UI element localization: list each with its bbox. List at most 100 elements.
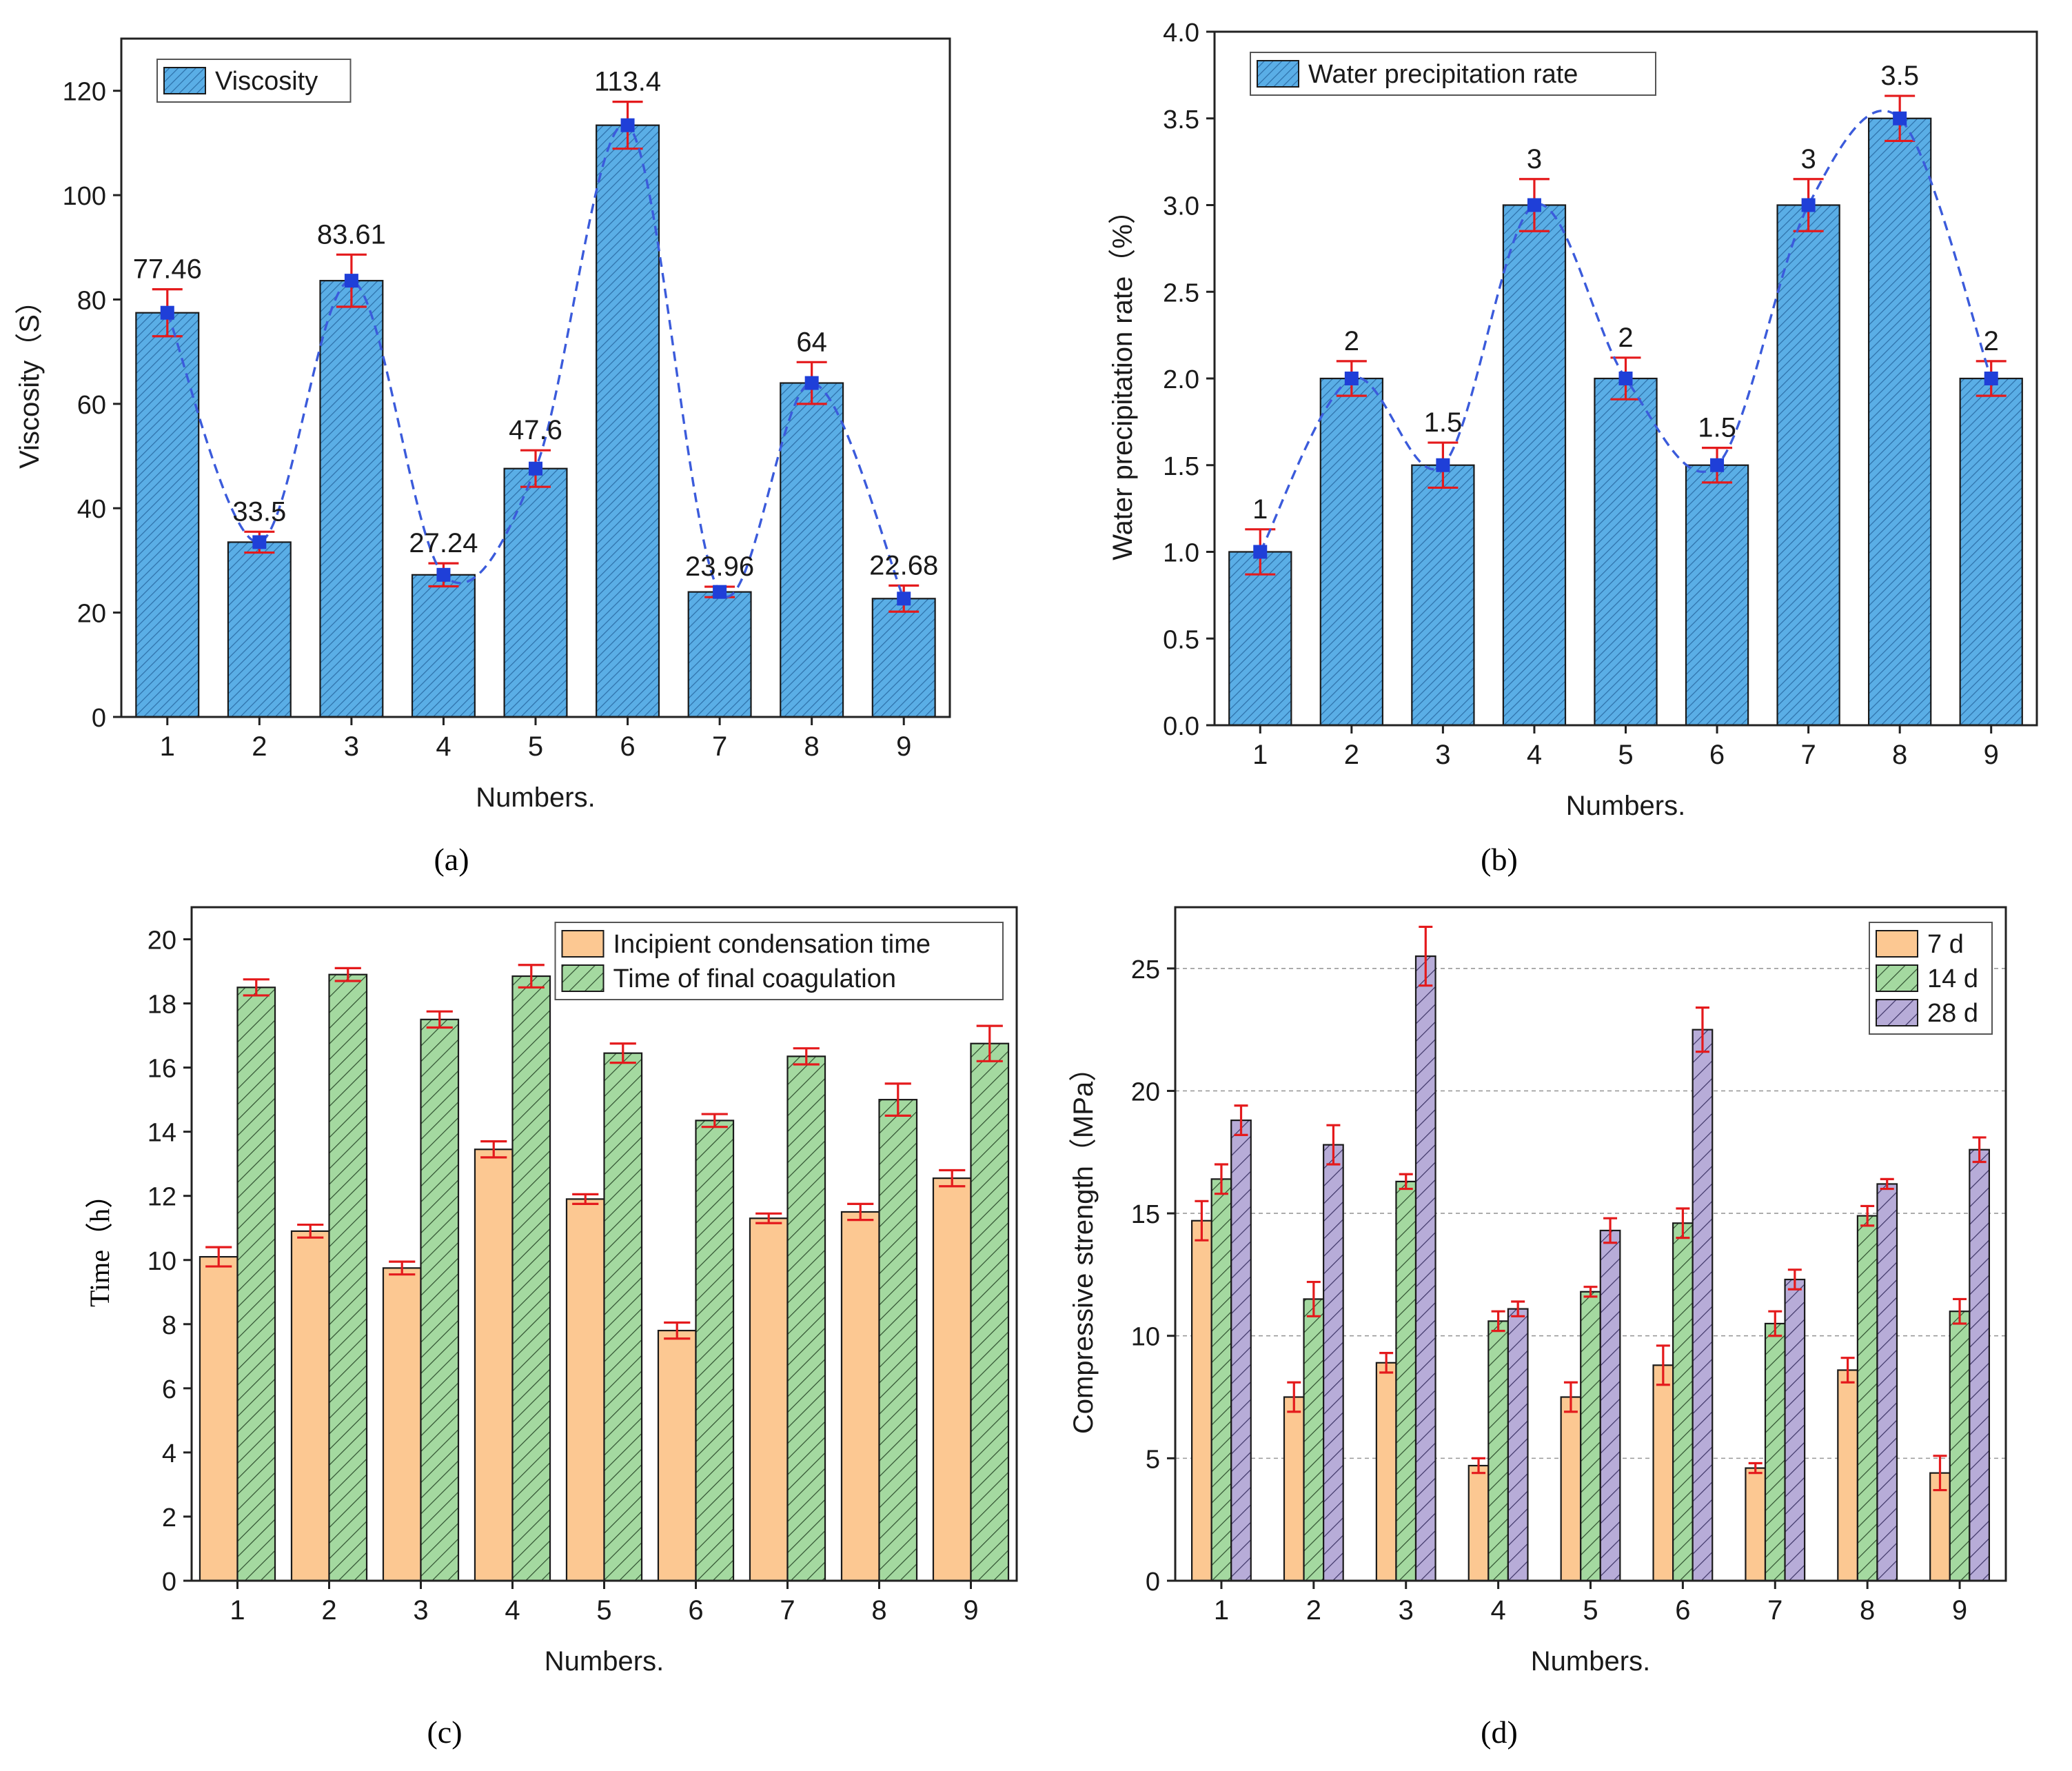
bar-d-s3-6 [1692, 1029, 1714, 1582]
error-bar-d-s2-6 [1676, 1207, 1690, 1239]
y-tick-label-b: 1.0 [1163, 539, 1199, 568]
trend-line-a [166, 123, 905, 599]
error-bar-d-s2-3 [1399, 1173, 1413, 1191]
error-bar-c-s1-8 [847, 1202, 874, 1222]
error-bar-c-s2-8 [884, 1082, 911, 1117]
bar-d-s2-8 [1856, 1215, 1878, 1582]
data-label-a-3: 83.61 [317, 219, 386, 250]
bar-a-s1-1 [135, 312, 200, 718]
data-label-a-4: 27.24 [409, 528, 478, 558]
x-tick-label-c: 9 [963, 1595, 978, 1626]
bar-c-s1-1 [199, 1256, 238, 1582]
y-tick-label-c: 2 [162, 1504, 176, 1532]
x-tick-label-b: 8 [1892, 740, 1907, 770]
x-axis-label-a: Numbers. [476, 782, 595, 813]
data-point-a-7 [713, 585, 727, 599]
data-point-a-8 [804, 376, 819, 390]
y-tick-label-c: 14 [148, 1119, 176, 1148]
bar-c-s1-6 [657, 1330, 697, 1582]
x-tick-label-a: 6 [620, 731, 635, 762]
legend-swatch-c-2 [561, 964, 605, 992]
x-tick-label-b: 6 [1709, 740, 1725, 770]
error-bar-d-s2-9 [1953, 1297, 1967, 1325]
data-label-b-2: 2 [1344, 326, 1359, 356]
error-bar-d-s3-1 [1234, 1104, 1248, 1137]
bar-d-s3-1 [1230, 1119, 1252, 1582]
bar-d-s2-4 [1487, 1320, 1509, 1582]
data-point-a-2 [252, 535, 267, 549]
bar-b-s1-8 [1867, 117, 1932, 727]
error-bar-d-s1-9 [1933, 1455, 1947, 1492]
error-bar-d-s3-5 [1603, 1217, 1618, 1244]
bar-d-s1-4 [1467, 1464, 1490, 1582]
legend-swatch-b-1 [1257, 60, 1299, 88]
y-tick-label-a: 80 [77, 286, 106, 315]
error-bar-d-s2-2 [1306, 1280, 1321, 1317]
data-label-b-7: 3 [1800, 144, 1816, 174]
bar-a-s1-9 [871, 598, 936, 718]
y-tick-label-d: 5 [1146, 1445, 1160, 1474]
bar-d-s2-6 [1672, 1222, 1694, 1582]
error-bar-d-s1-7 [1748, 1461, 1763, 1475]
y-tick-label-c: 8 [162, 1311, 176, 1340]
bar-c-s1-4 [474, 1148, 514, 1582]
x-tick-label-b: 1 [1252, 740, 1268, 770]
error-bar-c-s1-9 [939, 1168, 966, 1188]
data-point-b-8 [1893, 111, 1907, 125]
y-tick-label-c: 12 [148, 1183, 176, 1212]
bar-b-s1-5 [1594, 377, 1658, 727]
x-tick-label-c: 6 [688, 1595, 703, 1626]
legend-swatch-d-3 [1876, 999, 1918, 1026]
data-label-a-5: 47.6 [509, 415, 562, 445]
error-bar-c-s1-4 [480, 1140, 507, 1159]
x-tick-label-d: 9 [1952, 1595, 1967, 1626]
y-tick-label-c: 20 [148, 927, 176, 955]
data-point-a-9 [897, 591, 911, 606]
data-label-a-1: 77.46 [133, 254, 202, 285]
x-tick-label-d: 8 [1860, 1595, 1875, 1626]
bar-a-s1-5 [503, 467, 568, 718]
y-axis-label-a: Viscosity（S） [14, 287, 45, 469]
x-axis-label-d: Numbers. [1531, 1646, 1650, 1677]
data-label-a-9: 22.68 [869, 550, 938, 580]
error-bar-d-s1-3 [1379, 1351, 1394, 1374]
error-bar-c-s1-6 [664, 1321, 691, 1340]
y-tick-label-c: 18 [148, 991, 176, 1020]
bar-b-s1-9 [1959, 377, 2023, 727]
x-tick-label-b: 7 [1800, 740, 1816, 770]
y-tick-label-b: 4.0 [1163, 19, 1199, 48]
x-tick-label-c: 5 [596, 1595, 611, 1626]
bar-d-s3-3 [1414, 955, 1436, 1582]
error-bar-d-s2-5 [1583, 1286, 1598, 1298]
y-tick-label-a: 0 [92, 704, 106, 733]
x-tick-label-a: 5 [528, 731, 543, 762]
data-point-b-9 [1984, 372, 1998, 385]
bar-c-s2-5 [603, 1052, 643, 1582]
y-tick-label-b: 3.5 [1163, 105, 1199, 134]
y-tick-label-d: 0 [1146, 1568, 1160, 1597]
error-bar-c-s2-2 [334, 967, 361, 982]
x-tick-label-a: 3 [344, 731, 359, 762]
y-tick-label-a: 20 [77, 600, 106, 629]
x-axis-label-b: Numbers. [1566, 791, 1685, 821]
bar-b-s1-1 [1228, 551, 1292, 727]
bar-d-s3-5 [1599, 1229, 1621, 1582]
x-tick-label-a: 7 [712, 731, 727, 762]
error-bar-c-s2-1 [243, 978, 270, 997]
y-tick-label-a: 100 [63, 182, 106, 211]
bar-a-s1-6 [596, 124, 660, 718]
y-tick-label-b: 1.5 [1163, 452, 1199, 481]
data-point-b-3 [1436, 458, 1450, 472]
x-tick-label-a: 4 [436, 731, 451, 762]
y-tick-label-d: 10 [1131, 1323, 1160, 1352]
bar-d-s1-7 [1745, 1467, 1767, 1582]
error-bar-d-s1-2 [1287, 1381, 1301, 1413]
y-axis-label-c: Time（h） [84, 1181, 115, 1307]
error-bar-c-s2-3 [426, 1010, 453, 1029]
x-tick-label-d: 6 [1675, 1595, 1690, 1626]
x-tick-label-c: 3 [413, 1595, 428, 1626]
data-label-a-6: 113.4 [594, 67, 661, 97]
x-tick-label-c: 1 [230, 1595, 245, 1626]
